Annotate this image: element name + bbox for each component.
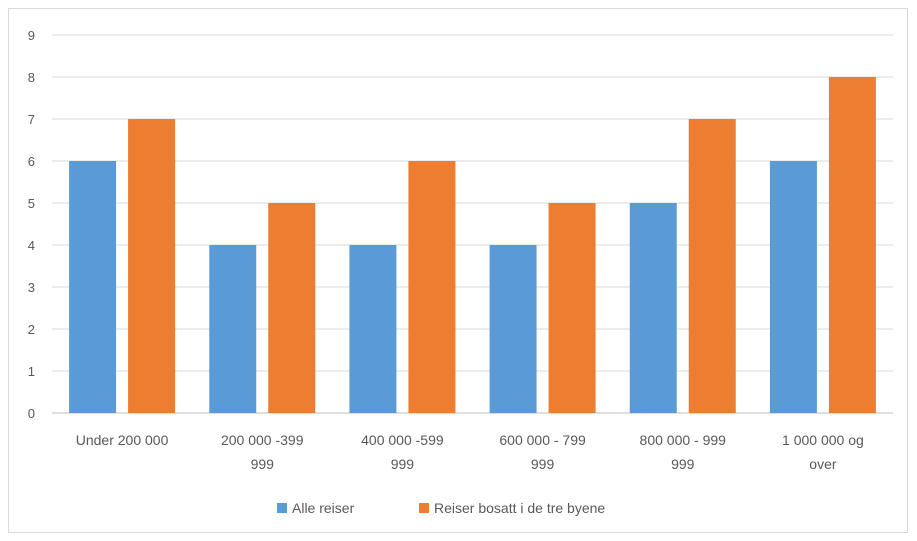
y-tick-label: 9: [28, 28, 35, 43]
x-tick-label: 200 000 -399: [221, 432, 304, 448]
gridlines: [52, 34, 893, 414]
bar-alle-reiser-3: [489, 245, 537, 413]
x-tick-label: 1 000 000 og: [782, 432, 864, 448]
bar-alle-reiser-2: [349, 245, 397, 413]
y-tick-label: 0: [28, 406, 35, 421]
x-tick-label: 999: [251, 456, 275, 472]
bar-reiser-bosatt-3: [548, 203, 596, 413]
bar-reiser-bosatt-0: [128, 119, 176, 413]
y-tick-label: 8: [28, 70, 35, 85]
legend-label-reiser-bosatt: Reiser bosatt i de tre byene: [434, 500, 605, 516]
x-tick-label: 999: [671, 456, 695, 472]
x-tick-label: 800 000 - 999: [640, 432, 727, 448]
y-tick-label: 7: [28, 112, 35, 127]
x-tick-label: 400 000 -599: [361, 432, 444, 448]
x-tick-label: over: [809, 456, 837, 472]
y-axis-tick-labels: 0 1 2 3 4 5 6 7 8 9: [28, 28, 35, 421]
legend-swatch-reiser-bosatt: [419, 503, 429, 513]
legend-label-alle-reiser: Alle reiser: [292, 500, 355, 516]
bar-reiser-bosatt-4: [688, 119, 736, 413]
x-tick-label: 600 000 - 799: [499, 432, 586, 448]
bar-alle-reiser-5: [769, 161, 817, 413]
bar-reiser-bosatt-2: [408, 161, 456, 413]
bars: [69, 77, 876, 413]
x-axis-tick-labels: Under 200 000 200 000 -399 999 400 000 -599…: [76, 432, 864, 472]
y-tick-label: 6: [28, 154, 35, 169]
y-tick-label: 4: [28, 238, 35, 253]
bar-alle-reiser-4: [629, 203, 677, 413]
y-tick-label: 3: [28, 280, 35, 295]
bar-alle-reiser-1: [209, 245, 257, 413]
y-tick-label: 5: [28, 196, 35, 211]
x-tick-label: 999: [391, 456, 415, 472]
legend-swatch-alle-reiser: [277, 503, 287, 513]
legend: Alle reiser Reiser bosatt i de tre byene: [277, 500, 605, 516]
x-tick-label: Under 200 000: [76, 432, 169, 448]
bar-reiser-bosatt-1: [268, 203, 316, 413]
y-tick-label: 2: [28, 322, 35, 337]
x-tick-label: 999: [531, 456, 555, 472]
bar-reiser-bosatt-5: [828, 77, 876, 413]
y-tick-label: 1: [28, 364, 35, 379]
bar-alle-reiser-0: [69, 161, 117, 413]
